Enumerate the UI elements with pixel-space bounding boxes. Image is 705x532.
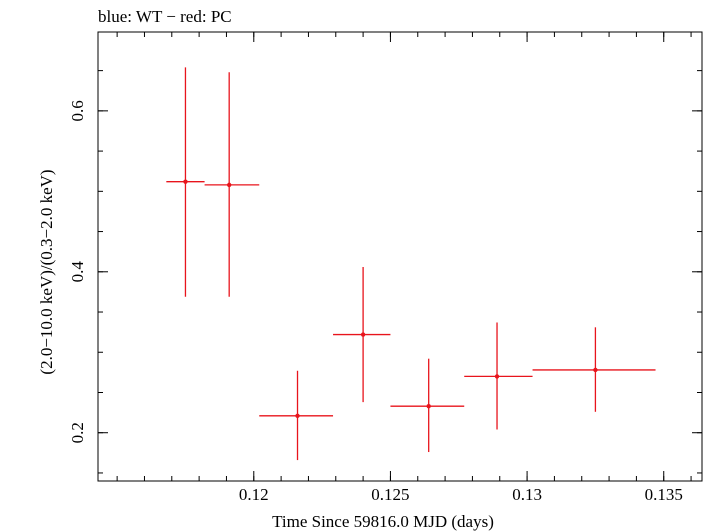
x-tick-label: 0.12 [239, 485, 269, 504]
data-point [360, 332, 366, 337]
data-point [295, 413, 300, 419]
data-point-group [333, 266, 391, 403]
y-axis: 0.2 0.4 0.6 [68, 70, 702, 474]
x-tick-label: 0.135 [645, 485, 683, 504]
data-point-group [204, 72, 260, 297]
data-point [593, 367, 598, 373]
y-tick-label: 0.2 [68, 422, 87, 443]
y-tick-label: 0.6 [68, 100, 87, 121]
y-axis-label: (2.0−10.0 keV)/(0.3−2.0 keV) [37, 169, 56, 374]
plot-frame [97, 31, 703, 482]
data-point [226, 182, 232, 188]
chart-title: blue: WT − red: PC [98, 7, 232, 26]
data-point-group [464, 322, 533, 430]
data-point [494, 374, 500, 379]
y-tick-label: 0.4 [68, 261, 87, 283]
x-axis: 0.12 0.125 0.13 0.135 [116, 32, 692, 504]
x-axis-label: Time Since 59816.0 MJD (days) [272, 512, 494, 531]
data-series [166, 67, 656, 461]
x-tick-label: 0.13 [512, 485, 542, 504]
x-tick-label: 0.125 [371, 485, 409, 504]
data-point-group [166, 67, 205, 297]
data-point [183, 179, 188, 184]
data-point-group [532, 327, 656, 412]
data-point-group [259, 370, 334, 461]
data-point [426, 403, 431, 409]
data-point-group [390, 358, 465, 453]
